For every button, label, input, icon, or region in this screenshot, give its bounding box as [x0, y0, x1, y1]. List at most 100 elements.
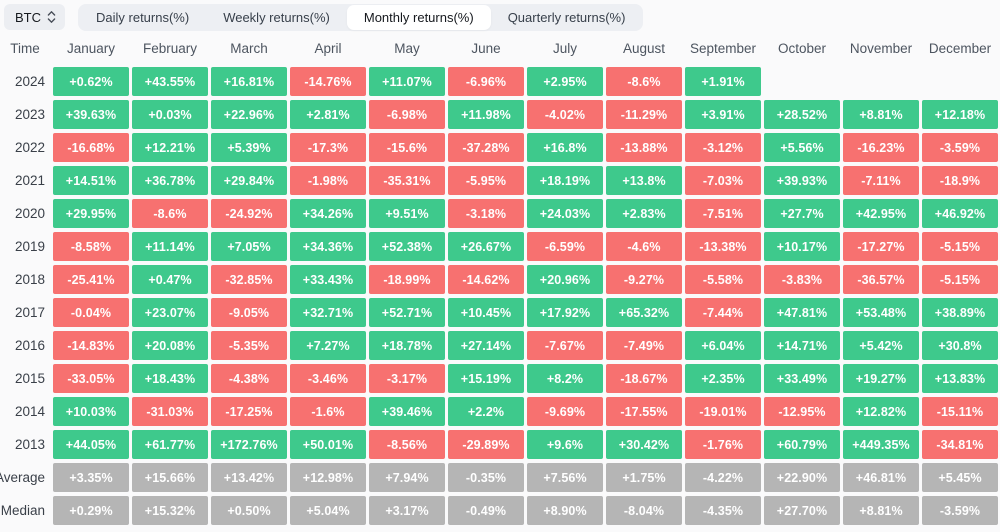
- return-cell: +17.92%: [527, 298, 603, 327]
- return-cell: +12.18%: [922, 100, 998, 129]
- return-cell: +42.95%: [843, 199, 919, 228]
- return-cell: -33.05%: [53, 364, 129, 393]
- return-cell: -13.38%: [685, 232, 761, 261]
- return-cell: -11.29%: [606, 100, 682, 129]
- row-label-2016: 2016: [14, 338, 45, 353]
- return-cell: -14.83%: [53, 331, 129, 360]
- return-cell: +27.14%: [448, 331, 524, 360]
- return-cell: -35.31%: [369, 166, 445, 195]
- return-cell: -18.67%: [606, 364, 682, 393]
- return-cell: -6.98%: [369, 100, 445, 129]
- tab-weekly-returns[interactable]: Weekly returns(%): [223, 9, 330, 25]
- return-cell: -6.59%: [527, 232, 603, 261]
- return-cell: -7.67%: [527, 331, 603, 360]
- return-cell: -1.6%: [290, 397, 366, 426]
- row-label-2021: 2021: [14, 173, 45, 188]
- symbol-selector-label: BTC: [15, 9, 41, 25]
- return-cell: +33.49%: [764, 364, 840, 393]
- return-cell: +18.78%: [369, 331, 445, 360]
- return-cell: +30.8%: [922, 331, 998, 360]
- return-cell: -17.55%: [606, 397, 682, 426]
- return-cell: +8.2%: [527, 364, 603, 393]
- column-header-april: April: [314, 40, 342, 56]
- return-cell: -3.59%: [922, 496, 998, 525]
- return-cell: -8.56%: [369, 430, 445, 459]
- tab-daily-returns[interactable]: Daily returns(%): [96, 9, 190, 25]
- return-cell: +43.55%: [132, 67, 208, 96]
- return-cell: +2.2%: [448, 397, 524, 426]
- return-cell: +39.63%: [53, 100, 129, 129]
- tab-monthly-returns[interactable]: Monthly returns(%): [346, 4, 491, 30]
- return-cell: -9.05%: [211, 298, 287, 327]
- column-header-january: January: [66, 40, 116, 56]
- column-header-august: August: [622, 40, 666, 56]
- return-cell: +52.38%: [369, 232, 445, 261]
- return-cell: +61.77%: [132, 430, 208, 459]
- return-cell: -8.04%: [606, 496, 682, 525]
- return-cell: +52.71%: [369, 298, 445, 327]
- return-cell: -3.17%: [369, 364, 445, 393]
- row-label-2018: 2018: [14, 272, 45, 287]
- column-header-march: March: [230, 40, 268, 56]
- return-cell: +9.51%: [369, 199, 445, 228]
- return-cell: -0.35%: [448, 463, 524, 492]
- row-label-2014: 2014: [14, 404, 45, 419]
- return-cell: -19.01%: [685, 397, 761, 426]
- return-cell: -3.59%: [922, 133, 998, 162]
- return-cell: -5.95%: [448, 166, 524, 195]
- return-cell: -15.11%: [922, 397, 998, 426]
- return-cell: -7.03%: [685, 166, 761, 195]
- return-cell: -32.85%: [211, 265, 287, 294]
- return-cell: -17.27%: [843, 232, 919, 261]
- toolbar: BTC Daily returns(%) Weekly returns(%) M…: [0, 0, 1000, 33]
- row-label-2019: 2019: [14, 239, 45, 254]
- return-cell: -14.76%: [290, 67, 366, 96]
- return-cell: +0.62%: [53, 67, 129, 96]
- return-cell: -16.23%: [843, 133, 919, 162]
- return-cell: -18.9%: [922, 166, 998, 195]
- return-cell: [764, 67, 840, 96]
- return-cell: -3.18%: [448, 199, 524, 228]
- return-cell: +60.79%: [764, 430, 840, 459]
- return-cell: -1.98%: [290, 166, 366, 195]
- return-cell: +2.81%: [290, 100, 366, 129]
- return-cell: +20.08%: [132, 331, 208, 360]
- return-cell: +5.42%: [843, 331, 919, 360]
- row-label-2013: 2013: [14, 437, 45, 452]
- return-cell: -5.35%: [211, 331, 287, 360]
- return-cell: +22.96%: [211, 100, 287, 129]
- row-label-2017: 2017: [14, 305, 45, 320]
- return-cell: +0.47%: [132, 265, 208, 294]
- symbol-selector[interactable]: BTC: [4, 4, 65, 30]
- return-cell: +5.45%: [922, 463, 998, 492]
- return-cell: -8.6%: [606, 67, 682, 96]
- return-cell: +449.35%: [843, 430, 919, 459]
- return-cell: -18.99%: [369, 265, 445, 294]
- return-cell: +3.35%: [53, 463, 129, 492]
- return-cell: +12.98%: [290, 463, 366, 492]
- return-cell: +33.43%: [290, 265, 366, 294]
- return-cell: -9.69%: [527, 397, 603, 426]
- return-cell: -14.62%: [448, 265, 524, 294]
- return-cell: +8.81%: [843, 496, 919, 525]
- return-cell: -8.6%: [132, 199, 208, 228]
- return-cell: -34.81%: [922, 430, 998, 459]
- return-cell: -36.57%: [843, 265, 919, 294]
- return-cell: +38.89%: [922, 298, 998, 327]
- return-cell: +47.81%: [764, 298, 840, 327]
- row-label-2020: 2020: [14, 206, 45, 221]
- return-cell: +2.35%: [685, 364, 761, 393]
- return-cell: -7.49%: [606, 331, 682, 360]
- return-cell: +2.95%: [527, 67, 603, 96]
- return-cell: +29.95%: [53, 199, 129, 228]
- return-cell: +7.27%: [290, 331, 366, 360]
- tab-quarterly-returns[interactable]: Quarterly returns(%): [507, 9, 626, 25]
- return-cell: +13.83%: [922, 364, 998, 393]
- return-cell: -7.44%: [685, 298, 761, 327]
- column-header-may: May: [394, 40, 420, 56]
- return-cell: +13.42%: [211, 463, 287, 492]
- row-label-2022: 2022: [14, 140, 45, 155]
- return-cell: +10.17%: [764, 232, 840, 261]
- return-cell: +29.84%: [211, 166, 287, 195]
- return-cell: +34.36%: [290, 232, 366, 261]
